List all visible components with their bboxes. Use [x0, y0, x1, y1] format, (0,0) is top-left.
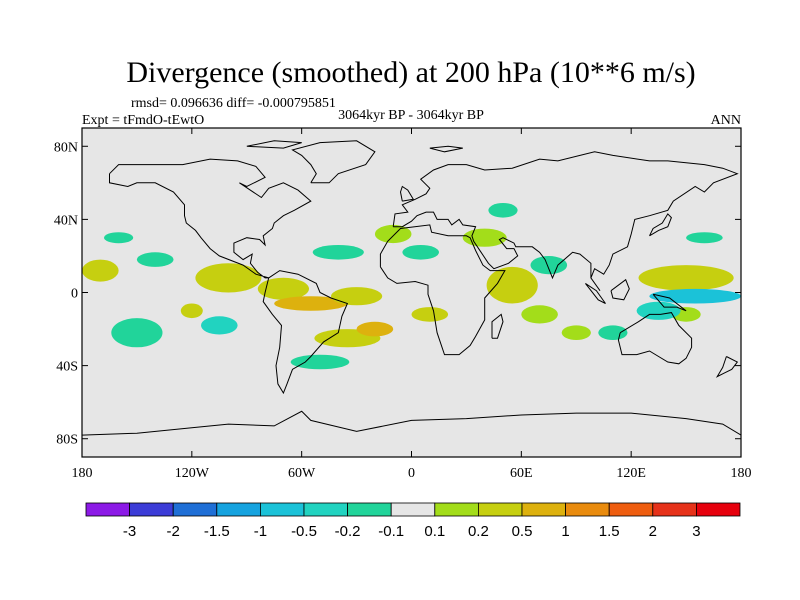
divergence-region-22	[290, 354, 350, 370]
divergence-region-24	[488, 203, 518, 218]
colorbar-label: 2	[649, 523, 657, 540]
coastline-antarctica	[82, 410, 741, 436]
divergence-region-5	[331, 287, 383, 306]
divergence-region-2	[195, 263, 262, 293]
divergence-region-14	[638, 265, 734, 291]
colorbar-label: -0.2	[335, 523, 361, 540]
divergence-region-26	[686, 232, 723, 244]
coastline-new-guinea	[652, 293, 687, 312]
colorbar-label: -0.1	[378, 523, 404, 540]
coastline-greenland-north	[246, 140, 302, 149]
coastline-africa	[379, 224, 506, 356]
divergence-region-8	[374, 224, 412, 244]
x-axis-ticks: 180 120W 60W 0 60E 120E 180	[72, 128, 752, 481]
colorbar-label: 3	[692, 523, 700, 540]
x-tick-label: 0	[408, 466, 415, 481]
divergence-region-21	[312, 245, 364, 260]
season-label: ANN	[711, 113, 741, 128]
coastlines	[82, 140, 741, 436]
colorbar-box	[85, 502, 130, 517]
x-tick-label: 60E	[510, 466, 533, 481]
y-tick-label: 80N	[54, 140, 78, 155]
colorbar-box	[390, 502, 436, 517]
colorbar-box	[652, 502, 697, 517]
colorbar-box	[172, 502, 218, 517]
colorbar-label: -1.5	[204, 523, 230, 540]
x-tick-label: 180	[72, 466, 93, 481]
coastline-greenland	[291, 140, 376, 184]
experiment-label: Expt = tFmdO-tEwtO	[82, 113, 204, 128]
coastline-eurasia	[392, 151, 739, 291]
colorbar-box	[347, 502, 392, 517]
map-background	[82, 128, 741, 457]
y-tick-label: 80S	[56, 433, 78, 448]
colorbar-box	[696, 502, 741, 517]
colorbar-label: 1.5	[599, 523, 620, 540]
divergence-region-7	[356, 321, 394, 337]
divergence-region-13	[561, 325, 591, 341]
colorbar-label: -3	[123, 523, 136, 540]
divergence-region-16	[180, 303, 203, 319]
divergence-region-25	[530, 256, 568, 275]
colorbar-label: -0.5	[291, 523, 317, 540]
x-tick-label: 120E	[616, 466, 646, 481]
colorbar-box	[303, 502, 348, 517]
divergence-region-4	[274, 296, 348, 311]
colorbar-box	[521, 502, 566, 517]
coastline-madagascar	[491, 313, 504, 339]
coastline-scandinavia-islands	[429, 145, 463, 153]
map-plot-area	[81, 127, 742, 458]
chart-title: Divergence (smoothed) at 200 hPa (10**6 …	[126, 56, 695, 89]
colorbar-label: 0.2	[468, 523, 489, 540]
colorbar-box	[259, 502, 305, 517]
coastline-new-zealand	[715, 356, 739, 378]
y-tick-label: 40S	[56, 360, 78, 375]
divergence-region-29	[598, 325, 628, 341]
y-tick-label: 0	[71, 287, 78, 302]
divergence-region-23	[402, 245, 440, 260]
colorbar-box	[477, 502, 523, 517]
coastline-japan	[649, 213, 672, 237]
coastline-british-isles	[399, 185, 415, 202]
divergence-region-20	[201, 316, 238, 335]
divergence-regions	[82, 203, 741, 370]
colorbar-box	[434, 502, 479, 517]
coastline-north-america	[109, 158, 312, 279]
colorbar-label: -2	[167, 523, 180, 540]
divergence-region-10	[462, 228, 507, 247]
coastline-borneo	[610, 278, 630, 301]
colorbar-box	[565, 502, 610, 517]
period-label: 3064kyr BP - 3064kyr BP	[338, 108, 484, 123]
x-tick-label: 60W	[288, 466, 316, 481]
colorbar-box	[129, 502, 174, 517]
divergence-region-9	[411, 307, 449, 322]
colorbar-label: 0.1	[424, 523, 445, 540]
divergence-region-3	[257, 277, 309, 300]
x-tick-label: 180	[731, 466, 752, 481]
y-axis-ticks: 80N 40N 0 40S 80S	[54, 140, 741, 448]
colorbar-box	[216, 502, 261, 517]
colorbar-label: 1	[561, 523, 569, 540]
colorbar: -3 -2 -1.5 -1 -0.5 -0.2 -0.1 0.1 0.2 0.5 1 1.5 2 3	[85, 502, 741, 540]
x-tick-label: 120W	[175, 466, 210, 481]
divergence-region-12	[521, 305, 558, 324]
colorbar-label: 0.5	[512, 523, 533, 540]
colorbar-box	[608, 502, 654, 517]
y-tick-label: 40N	[54, 213, 78, 228]
coastline-australia	[617, 312, 693, 365]
divergence-region-1	[82, 259, 119, 282]
divergence-region-11	[486, 266, 538, 304]
divergence-region-19	[111, 318, 163, 348]
coastline-south-america	[262, 270, 349, 395]
coastline-sumatra	[585, 282, 606, 304]
colorbar-label: -1	[254, 523, 267, 540]
stats-label: rmsd= 0.096636 diff= -0.000795851	[131, 96, 336, 111]
divergence-region-17	[136, 252, 174, 267]
divergence-region-18	[104, 232, 134, 244]
